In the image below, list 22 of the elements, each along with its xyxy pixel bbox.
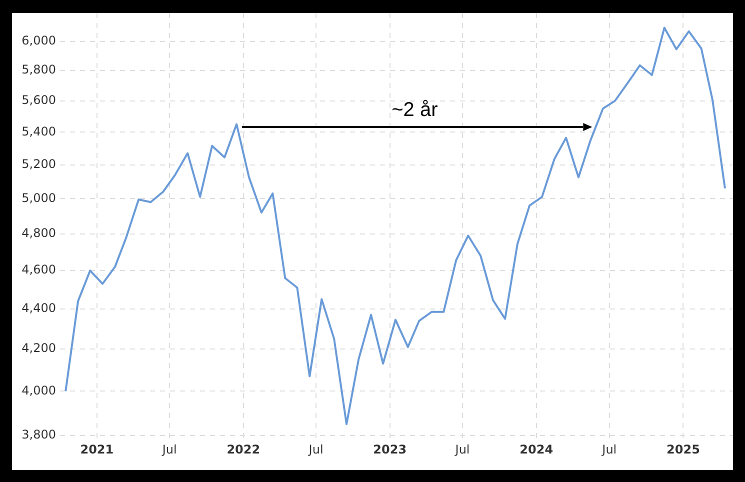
annotation: ~2 år <box>392 98 438 121</box>
y-tick-label: 5,400 <box>22 124 56 138</box>
y-tick-label: 4,200 <box>22 341 56 356</box>
x-tick-label: 2025 <box>666 442 700 456</box>
x-tick-label: Jul <box>308 442 324 456</box>
y-tick-label: 5,200 <box>22 156 56 171</box>
x-tick-label: 2021 <box>80 442 114 456</box>
y-tick-label: 5,000 <box>22 190 56 205</box>
y-tick-label: 5,800 <box>22 62 56 77</box>
y-tick-label: 4,400 <box>22 301 56 316</box>
x-tick-label: Jul <box>601 442 617 456</box>
y-tick-label: 4,600 <box>22 262 56 277</box>
y-tick-label: 4,800 <box>22 226 56 240</box>
x-tick-label: Jul <box>161 442 177 456</box>
x-tick-label: 2023 <box>373 442 407 456</box>
x-tick-label: Jul <box>454 442 470 456</box>
x-tick-label: 2022 <box>226 442 260 456</box>
x-tick-label: 2024 <box>520 442 554 456</box>
y-tick-label: 4,000 <box>22 383 56 398</box>
y-tick-label: 6,000 <box>22 33 56 48</box>
y-tick-label: 5,600 <box>22 92 56 107</box>
y-tick-label: 3,800 <box>22 428 56 442</box>
